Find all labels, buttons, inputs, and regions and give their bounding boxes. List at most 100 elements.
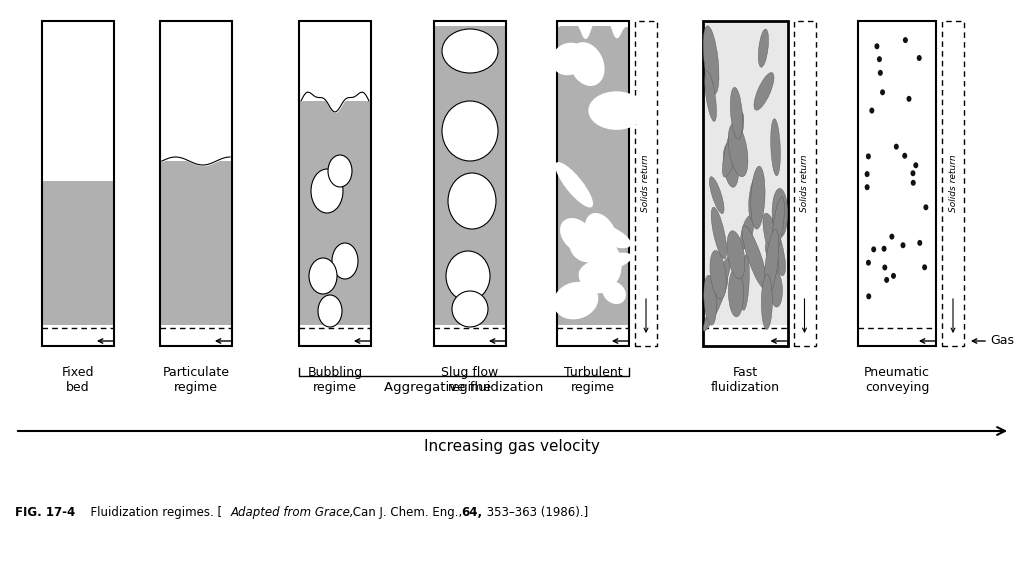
- Ellipse shape: [866, 153, 870, 159]
- Bar: [942, 21, 964, 346]
- Bar: [794, 21, 815, 346]
- Bar: [161, 161, 231, 325]
- Ellipse shape: [318, 295, 342, 327]
- Ellipse shape: [874, 43, 880, 49]
- Text: Solids return: Solids return: [948, 155, 957, 212]
- Text: Pneumatic
conveying: Pneumatic conveying: [864, 366, 930, 394]
- Ellipse shape: [772, 188, 787, 237]
- Text: Can J. Chem. Eng.,: Can J. Chem. Eng.,: [349, 506, 466, 519]
- Ellipse shape: [900, 242, 905, 248]
- Bar: [703, 23, 786, 325]
- Ellipse shape: [883, 264, 888, 270]
- Ellipse shape: [882, 246, 887, 252]
- Text: Solids return: Solids return: [800, 155, 809, 212]
- Ellipse shape: [722, 112, 743, 177]
- Ellipse shape: [740, 255, 750, 310]
- Ellipse shape: [553, 282, 598, 319]
- Ellipse shape: [771, 119, 780, 176]
- Ellipse shape: [866, 293, 871, 300]
- Bar: [434, 21, 506, 346]
- Ellipse shape: [742, 226, 767, 289]
- Text: Fast
fluidization: Fast fluidization: [711, 366, 779, 394]
- Ellipse shape: [765, 243, 779, 272]
- Ellipse shape: [703, 26, 719, 94]
- Bar: [859, 23, 935, 325]
- Ellipse shape: [446, 251, 490, 301]
- Ellipse shape: [569, 42, 604, 86]
- Ellipse shape: [560, 218, 594, 253]
- Bar: [160, 21, 232, 346]
- Ellipse shape: [763, 213, 785, 275]
- Ellipse shape: [581, 252, 633, 274]
- Ellipse shape: [589, 91, 644, 130]
- Text: Aggregative fluidization: Aggregative fluidization: [384, 381, 544, 394]
- Ellipse shape: [723, 143, 738, 187]
- Ellipse shape: [703, 278, 728, 331]
- Ellipse shape: [891, 273, 896, 279]
- Ellipse shape: [581, 266, 616, 292]
- Ellipse shape: [910, 180, 915, 186]
- Ellipse shape: [602, 281, 626, 304]
- Ellipse shape: [728, 269, 743, 317]
- Ellipse shape: [906, 96, 911, 102]
- Ellipse shape: [442, 29, 498, 73]
- Ellipse shape: [332, 243, 358, 279]
- Ellipse shape: [727, 231, 744, 279]
- Ellipse shape: [924, 204, 929, 210]
- Bar: [435, 26, 505, 325]
- Text: Slug flow
regime: Slug flow regime: [441, 366, 499, 394]
- Text: Adapted from Grace,: Adapted from Grace,: [231, 506, 354, 519]
- Ellipse shape: [449, 173, 496, 229]
- Text: Turbulent
regime: Turbulent regime: [563, 366, 623, 394]
- Ellipse shape: [712, 207, 727, 259]
- Ellipse shape: [442, 101, 498, 161]
- Text: Fixed
bed: Fixed bed: [61, 366, 94, 394]
- Ellipse shape: [910, 170, 915, 176]
- Ellipse shape: [890, 233, 894, 240]
- Ellipse shape: [728, 123, 748, 177]
- Ellipse shape: [866, 260, 871, 266]
- Text: Fluidization regimes. [: Fluidization regimes. [: [83, 506, 222, 519]
- Ellipse shape: [579, 264, 611, 293]
- Ellipse shape: [923, 264, 927, 270]
- Ellipse shape: [710, 250, 726, 299]
- Ellipse shape: [761, 274, 772, 329]
- Ellipse shape: [585, 213, 617, 254]
- Ellipse shape: [918, 240, 923, 246]
- Bar: [702, 21, 787, 346]
- Text: Increasing gas velocity: Increasing gas velocity: [424, 439, 600, 454]
- Bar: [557, 21, 629, 346]
- Text: Particulate
regime: Particulate regime: [163, 366, 229, 394]
- Ellipse shape: [772, 197, 784, 254]
- Ellipse shape: [309, 258, 337, 294]
- Ellipse shape: [705, 71, 717, 121]
- Ellipse shape: [894, 144, 899, 150]
- Ellipse shape: [864, 171, 869, 177]
- Ellipse shape: [869, 108, 874, 113]
- Text: 64,: 64,: [461, 506, 482, 519]
- Ellipse shape: [864, 184, 869, 190]
- Bar: [42, 21, 114, 346]
- Ellipse shape: [555, 162, 593, 208]
- Ellipse shape: [903, 37, 908, 43]
- Bar: [300, 101, 370, 325]
- Ellipse shape: [730, 88, 742, 139]
- Ellipse shape: [759, 29, 769, 67]
- Bar: [43, 181, 113, 325]
- Text: 353–363 (1986).]: 353–363 (1986).]: [483, 506, 588, 519]
- Ellipse shape: [710, 177, 724, 214]
- Bar: [858, 21, 936, 346]
- Ellipse shape: [751, 166, 765, 229]
- Ellipse shape: [871, 246, 877, 252]
- Text: FIG. 17-4: FIG. 17-4: [15, 506, 75, 519]
- Ellipse shape: [703, 275, 717, 325]
- Ellipse shape: [913, 162, 919, 168]
- Ellipse shape: [452, 291, 488, 327]
- Ellipse shape: [569, 226, 605, 263]
- Bar: [558, 26, 628, 325]
- Ellipse shape: [754, 72, 774, 110]
- Ellipse shape: [764, 229, 779, 296]
- Ellipse shape: [878, 70, 883, 76]
- Ellipse shape: [764, 247, 775, 291]
- Ellipse shape: [593, 241, 622, 286]
